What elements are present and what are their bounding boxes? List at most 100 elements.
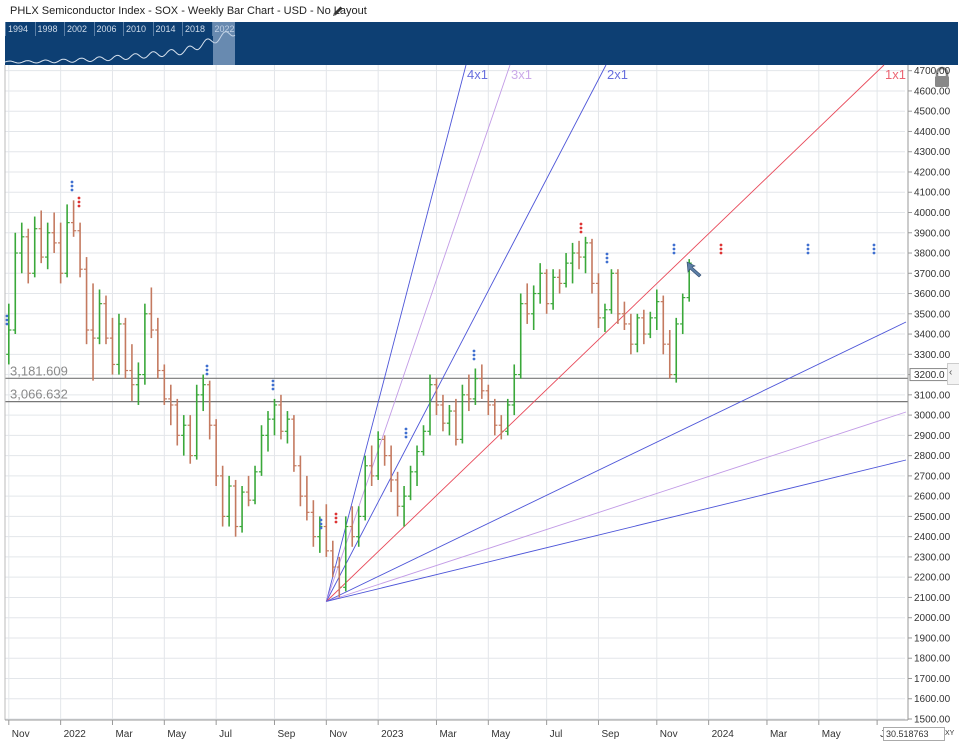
gann-fan-label: 2x1 xyxy=(607,67,628,82)
x-tick-label: Mar xyxy=(439,729,457,740)
ohlc-bar xyxy=(343,516,349,592)
ohlc-bar xyxy=(427,374,433,436)
ohlc-bar xyxy=(634,313,640,353)
ohlc-bar xyxy=(271,398,278,436)
navigator-divider xyxy=(34,22,36,36)
ohlc-bar xyxy=(660,295,666,355)
navigator-divider xyxy=(152,22,154,36)
event-dot xyxy=(806,251,810,255)
ohlc-bar xyxy=(6,303,12,365)
ohlc-bar xyxy=(135,362,141,405)
ohlc-bar xyxy=(492,398,498,436)
pencil-edit-icon[interactable] xyxy=(331,4,345,18)
x-tick-label: May xyxy=(491,729,510,740)
event-dot xyxy=(605,252,609,256)
event-dot xyxy=(806,247,810,251)
ohlc-bar xyxy=(310,500,316,547)
ohlc-bar xyxy=(420,425,427,456)
xy-toggle-button[interactable]: XY xyxy=(945,730,955,737)
event-marker xyxy=(404,427,408,439)
event-marker xyxy=(605,252,609,264)
event-dot xyxy=(319,518,323,522)
ohlc-bar xyxy=(401,486,407,527)
ohlc-bar xyxy=(628,313,634,355)
navigator-divider xyxy=(182,22,183,36)
x-tick-label: Nov xyxy=(329,729,347,740)
y-tick-label: 2700.00 xyxy=(914,471,951,482)
event-dot xyxy=(334,516,338,520)
ohlc-bar xyxy=(200,374,206,412)
x-tick-label: 2022 xyxy=(64,729,87,740)
event-dot xyxy=(404,431,408,435)
ohlc-bar xyxy=(51,212,57,254)
event-marker xyxy=(5,314,9,326)
event-dot xyxy=(205,372,209,376)
ohlc-bar xyxy=(258,425,265,476)
time-navigator[interactable]: 19941998200220062010201420182022 xyxy=(5,22,958,65)
navigator-year: 2002 xyxy=(67,24,88,34)
gann-fan-line xyxy=(326,411,907,602)
navigator-range-thumb[interactable] xyxy=(213,22,235,65)
ohlc-bar xyxy=(673,317,679,383)
x-tick-label: Sep xyxy=(277,729,295,740)
event-dot xyxy=(5,314,9,318)
x-tick-label: Nov xyxy=(12,729,30,740)
y-tick-label: 1500.00 xyxy=(914,715,951,726)
x-tick-label: May xyxy=(822,729,841,740)
event-marker xyxy=(719,243,723,255)
ohlc-bar xyxy=(595,273,602,328)
y-tick-label: 3800.00 xyxy=(914,249,951,260)
gann-fan-line xyxy=(326,64,885,602)
lock-icon[interactable] xyxy=(931,66,953,88)
gann-fan-line xyxy=(325,64,511,602)
event-dot xyxy=(334,512,338,516)
y-tick-label: 2300.00 xyxy=(914,552,951,563)
ohlc-bar xyxy=(187,415,193,464)
gann-fan-line xyxy=(325,64,607,602)
ohlc-bar xyxy=(278,394,284,440)
ohlc-bar xyxy=(12,232,18,335)
ohlc-bar xyxy=(479,364,485,399)
ohlc-bar xyxy=(90,283,96,381)
event-dot xyxy=(271,379,275,383)
event-dot xyxy=(205,368,209,372)
y-tick-label: 3700.00 xyxy=(914,269,951,280)
event-marker xyxy=(872,243,876,255)
x-tick-label: Mar xyxy=(115,729,133,740)
x-tick-label: Jul xyxy=(219,729,232,740)
ohlc-bar xyxy=(654,289,660,331)
ohlc-bar xyxy=(330,540,336,578)
axis-scroll-left-button[interactable]: ‹ xyxy=(947,363,959,385)
ohlc-bar xyxy=(563,253,569,288)
y-tick-label: 3100.00 xyxy=(914,390,951,401)
x-tick-label: Nov xyxy=(660,729,678,740)
ohlc-bar xyxy=(38,210,44,264)
navigator-divider xyxy=(93,22,95,36)
ohlc-bar xyxy=(71,200,77,237)
event-dot xyxy=(205,364,209,368)
event-dot xyxy=(672,251,676,255)
y-tick-label: 1900.00 xyxy=(914,633,951,644)
y-tick-label: 3500.00 xyxy=(914,309,951,320)
x-tick-label: Sep xyxy=(601,729,619,740)
ohlc-bar xyxy=(524,283,530,324)
x-tick-label: 2023 xyxy=(381,729,404,740)
event-dot xyxy=(5,322,9,326)
ohlc-bar xyxy=(608,269,615,314)
y-tick-label: 4400.00 xyxy=(914,127,951,138)
y-tick-label: 2900.00 xyxy=(914,431,951,442)
event-dot xyxy=(77,204,81,208)
ohlc-bar xyxy=(220,465,226,527)
y-tick-label: 3300.00 xyxy=(914,350,951,361)
navigator-year: 2010 xyxy=(126,24,147,34)
y-tick-label: 2800.00 xyxy=(914,451,951,462)
ohlc-bar xyxy=(349,506,355,547)
ohlc-bar xyxy=(518,293,524,379)
crosshair-readout: 30.518763 xyxy=(883,727,945,741)
event-dot xyxy=(872,247,876,251)
event-dot xyxy=(605,260,609,264)
event-dot xyxy=(472,349,476,353)
ohlc-bar xyxy=(602,303,608,333)
gann-fan-label: 4x1 xyxy=(467,67,488,82)
